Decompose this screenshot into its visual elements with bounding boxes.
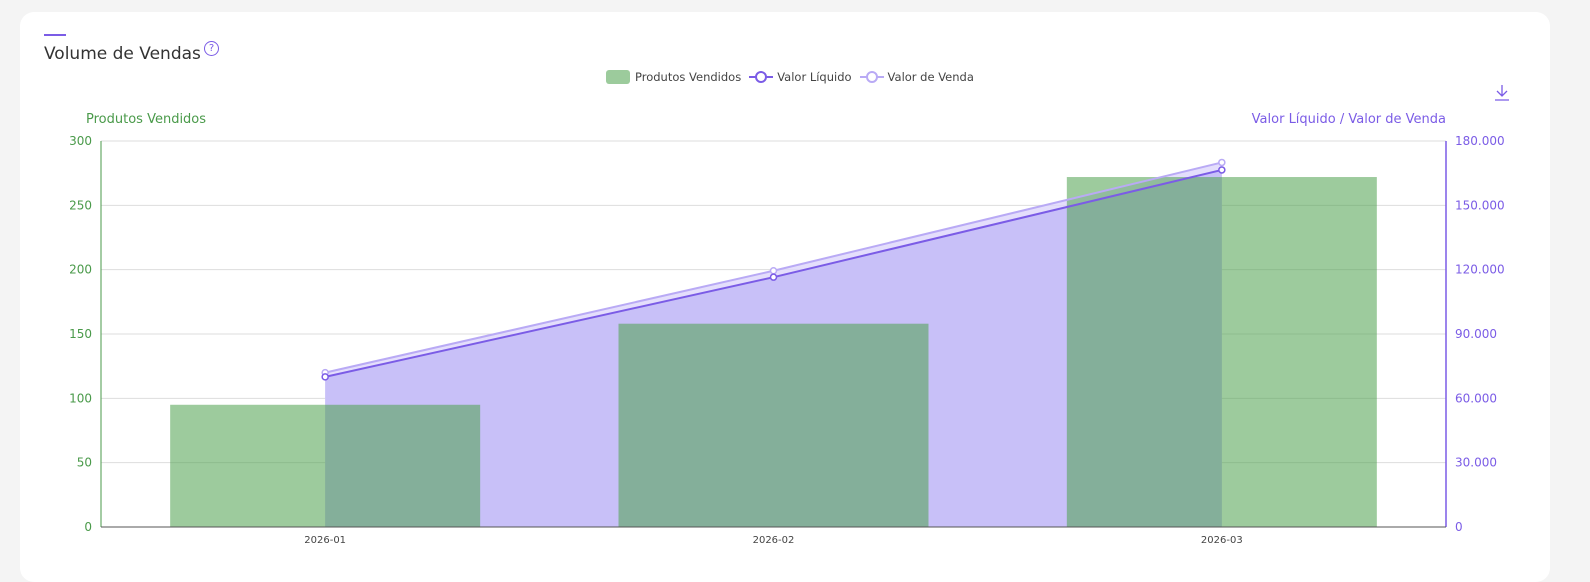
y-left-tick-label: 50 [77, 456, 92, 470]
title-accent [44, 34, 66, 36]
y-right-tick-label: 180.000 [1455, 134, 1505, 148]
y-right-axis-title: Valor Líquido / Valor de Venda [1252, 112, 1446, 127]
y-left-tick-label: 150 [69, 327, 92, 341]
legend-label: Produtos Vendidos [635, 70, 742, 84]
bar-2026-03 [1066, 177, 1377, 527]
card-title: Volume de Vendas [44, 44, 201, 64]
point-2026-02 [769, 273, 778, 281]
y-left-tick-label: 100 [69, 391, 92, 405]
legend-label: Valor de Venda [887, 70, 974, 84]
legend-label: Valor Líquido [777, 70, 852, 84]
x-tick-label: 2026-01 [304, 535, 346, 546]
combo-chart: 0 50 100 150 200 250 300 0 30.000 60.000 90.000 120… [69, 112, 1505, 546]
point-2026-03 [1218, 158, 1226, 167]
point-2026-01 [321, 373, 329, 381]
bar-2026-02 [618, 323, 929, 527]
download-button[interactable] [1494, 84, 1510, 106]
x-tick-label: 2026-02 [753, 535, 795, 546]
line-marker-icon [859, 71, 884, 83]
point-2026-02 [769, 266, 778, 275]
bar-2026-01 [170, 404, 481, 527]
y-left-tick-label: 0 [84, 520, 92, 534]
line-marker-icon [749, 71, 774, 83]
legend-item-produtos-vendidos[interactable]: Produtos Vendidos [606, 70, 741, 84]
y-right-tick-label: 90.000 [1455, 327, 1497, 341]
download-icon [1495, 85, 1509, 101]
y-left-tick-label: 300 [69, 134, 92, 148]
y-right-tick-label: 150.000 [1455, 198, 1505, 212]
y-right-tick-label: 30.000 [1455, 456, 1497, 470]
point-2026-03 [1218, 166, 1226, 174]
y-left-tick-label: 200 [69, 263, 92, 277]
y-right-tick-label: 60.000 [1455, 391, 1497, 405]
y-left-tick-label: 250 [69, 198, 92, 212]
y-left-axis-title: Produtos Vendidos [86, 112, 206, 127]
legend-item-valor-liquido[interactable]: Valor Líquido [749, 70, 852, 84]
bar-swatch-icon [606, 70, 630, 84]
help-icon[interactable]: ? [204, 41, 219, 56]
legend-item-valor-de-venda[interactable]: Valor de Venda [859, 70, 974, 84]
x-tick-label: 2026-03 [1201, 535, 1243, 546]
y-right-tick-label: 0 [1455, 520, 1463, 534]
legend: Produtos Vendidos Valor Líquido Valor de… [606, 70, 982, 84]
y-right-tick-label: 120.000 [1455, 263, 1505, 277]
